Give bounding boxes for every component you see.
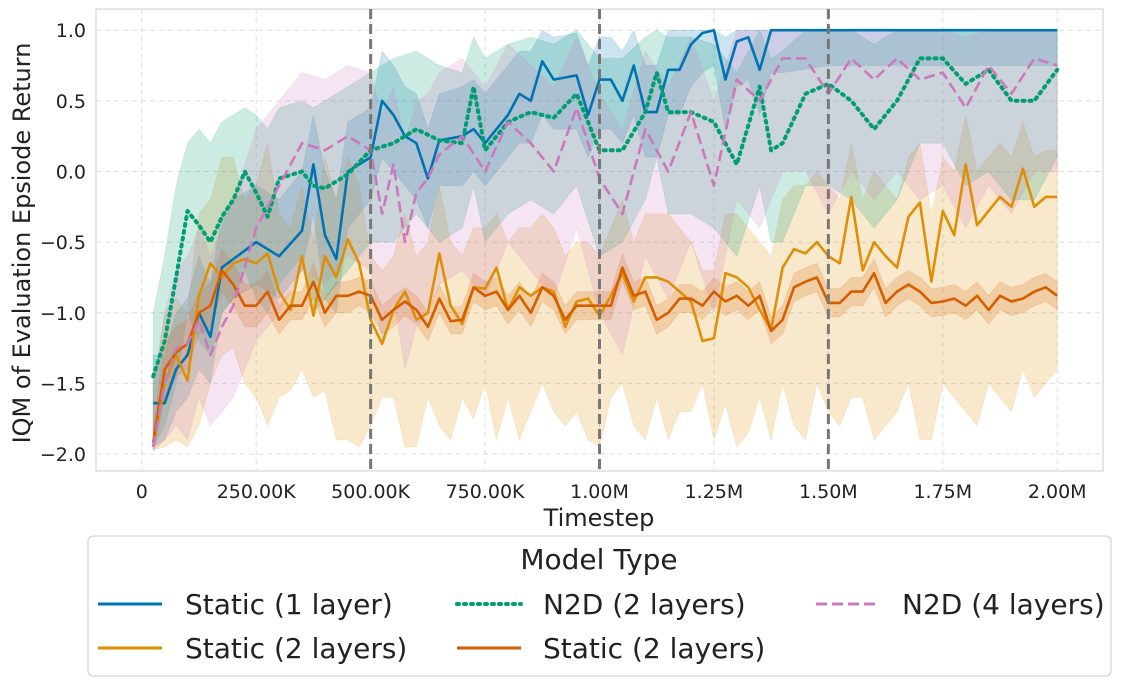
legend-title: Model Type [520,543,677,576]
line-static-1-layer-0 [153,28,1058,405]
band-n2d-2-layers-2 [152,29,1058,448]
x-tick-label: 0 [136,481,148,503]
y-tick-label: −2.0 [40,444,86,466]
y-tick-label: 1.0 [56,20,86,42]
y-tick-label: −1.0 [40,303,86,325]
y-tick-label: −0.5 [40,232,86,254]
x-tick-label: 2.00M [1028,481,1087,503]
line-n2d-4-layers-4 [151,57,1058,448]
legend-label-static-2-layers-a: Static (2 layers) [185,632,407,665]
y-tick-labels: 1.0 0.5 0.0 −0.5 −1.0 −1.5 −2.0 [40,20,86,466]
legend-label-n2d-2-layers: N2D (2 layers) [543,588,746,621]
x-tick-label: 1.25M [685,481,744,503]
phase-markers [369,9,830,471]
x-tick-label: 1.50M [799,481,858,503]
legend-label-static-1-layer: Static (1 layer) [185,588,393,621]
legend: Model Type Static (1 layer) N2D (2 layer… [87,535,1112,677]
legend-label-static-2-layers-b: Static (2 layers) [543,632,765,665]
x-tick-label: 500.00K [331,481,410,503]
x-tick-labels: 0 250.00K 500.00K 750.00K 1.00M 1.25M 1.50M 1.7… [136,481,1087,503]
y-axis-label: IQM of Evaluation Epsiode Return [8,43,36,444]
x-tick-label: 1.75M [913,481,972,503]
band-static-2-layers-1 [152,114,1058,451]
series-lines [151,28,1060,448]
y-tick-label: −1.5 [40,373,86,395]
legend-label-n2d-4-layers: N2D (4 layers) [902,588,1105,621]
legend-frame [87,535,1112,677]
line-static-2-layers-3 [151,266,1058,443]
confidence-bands [152,28,1058,453]
x-tick-label: 1.00M [570,481,629,503]
y-tick-label: 0.0 [56,161,86,183]
x-axis-label: Timestep [543,504,655,532]
x-tick-label: 750.00K [446,481,525,503]
x-tick-label: 250.00K [217,481,296,503]
y-tick-label: 0.5 [56,91,86,113]
band-static-2-layers-3 [152,248,1058,452]
line-n2d-2-layers-2 [151,56,1060,379]
